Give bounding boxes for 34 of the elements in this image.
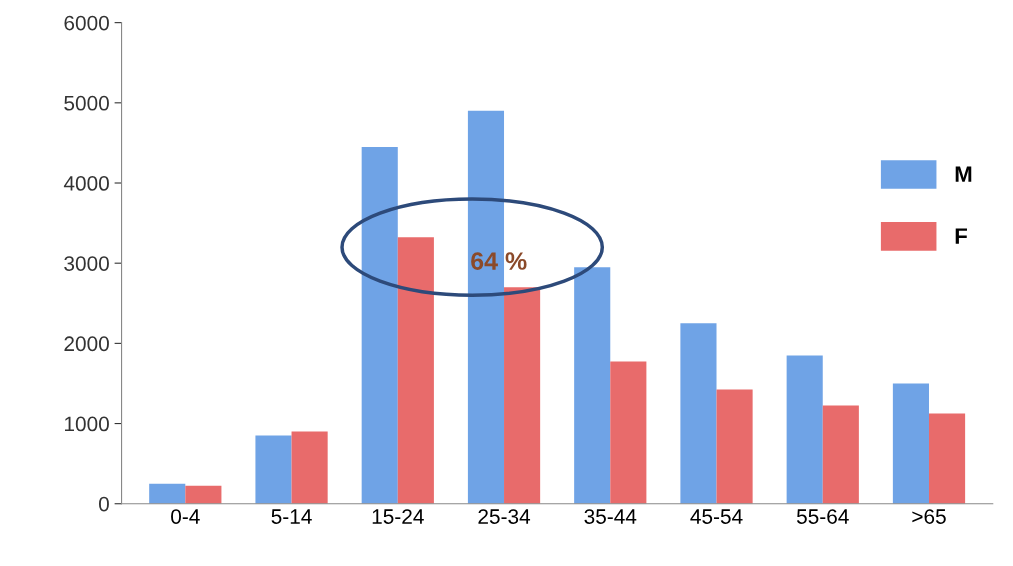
bar [504,287,541,504]
annotation: 64 % [471,252,527,270]
y-tick-label: 5000 [64,95,109,111]
bar [255,435,292,504]
bar [610,361,647,504]
bar [361,146,398,504]
y-tick-label: 0 [98,496,109,512]
bar [929,413,966,504]
bar [149,483,186,504]
bar [467,110,505,504]
y-tick-label: 1000 [65,416,109,432]
x-tick-label: >65 [912,509,946,524]
bar [185,485,222,504]
bar [822,405,859,504]
x-tick-label: 55-64 [796,509,849,524]
x-tick-label: 45-54 [690,509,743,524]
legend-label: M [955,166,972,182]
x-tick-label: 25-34 [478,509,531,524]
y-tick-label: 2000 [64,336,109,352]
y-tick-label: 3000 [64,256,109,271]
bar [574,267,611,504]
bar [680,323,717,504]
bar [786,355,823,504]
bar [892,383,929,504]
y-tick-label: 6000 [64,15,109,31]
y-tick-label: 4000 [63,176,109,191]
x-tick-label: 0-4 [171,509,200,524]
x-tick-label: 5-14 [271,509,312,524]
x-tick-label: 15-24 [372,509,424,524]
x-tick-label: 35-44 [584,509,637,524]
bar [397,237,434,504]
bar [716,389,753,504]
bar [291,431,328,504]
legend-label: F [955,228,967,244]
